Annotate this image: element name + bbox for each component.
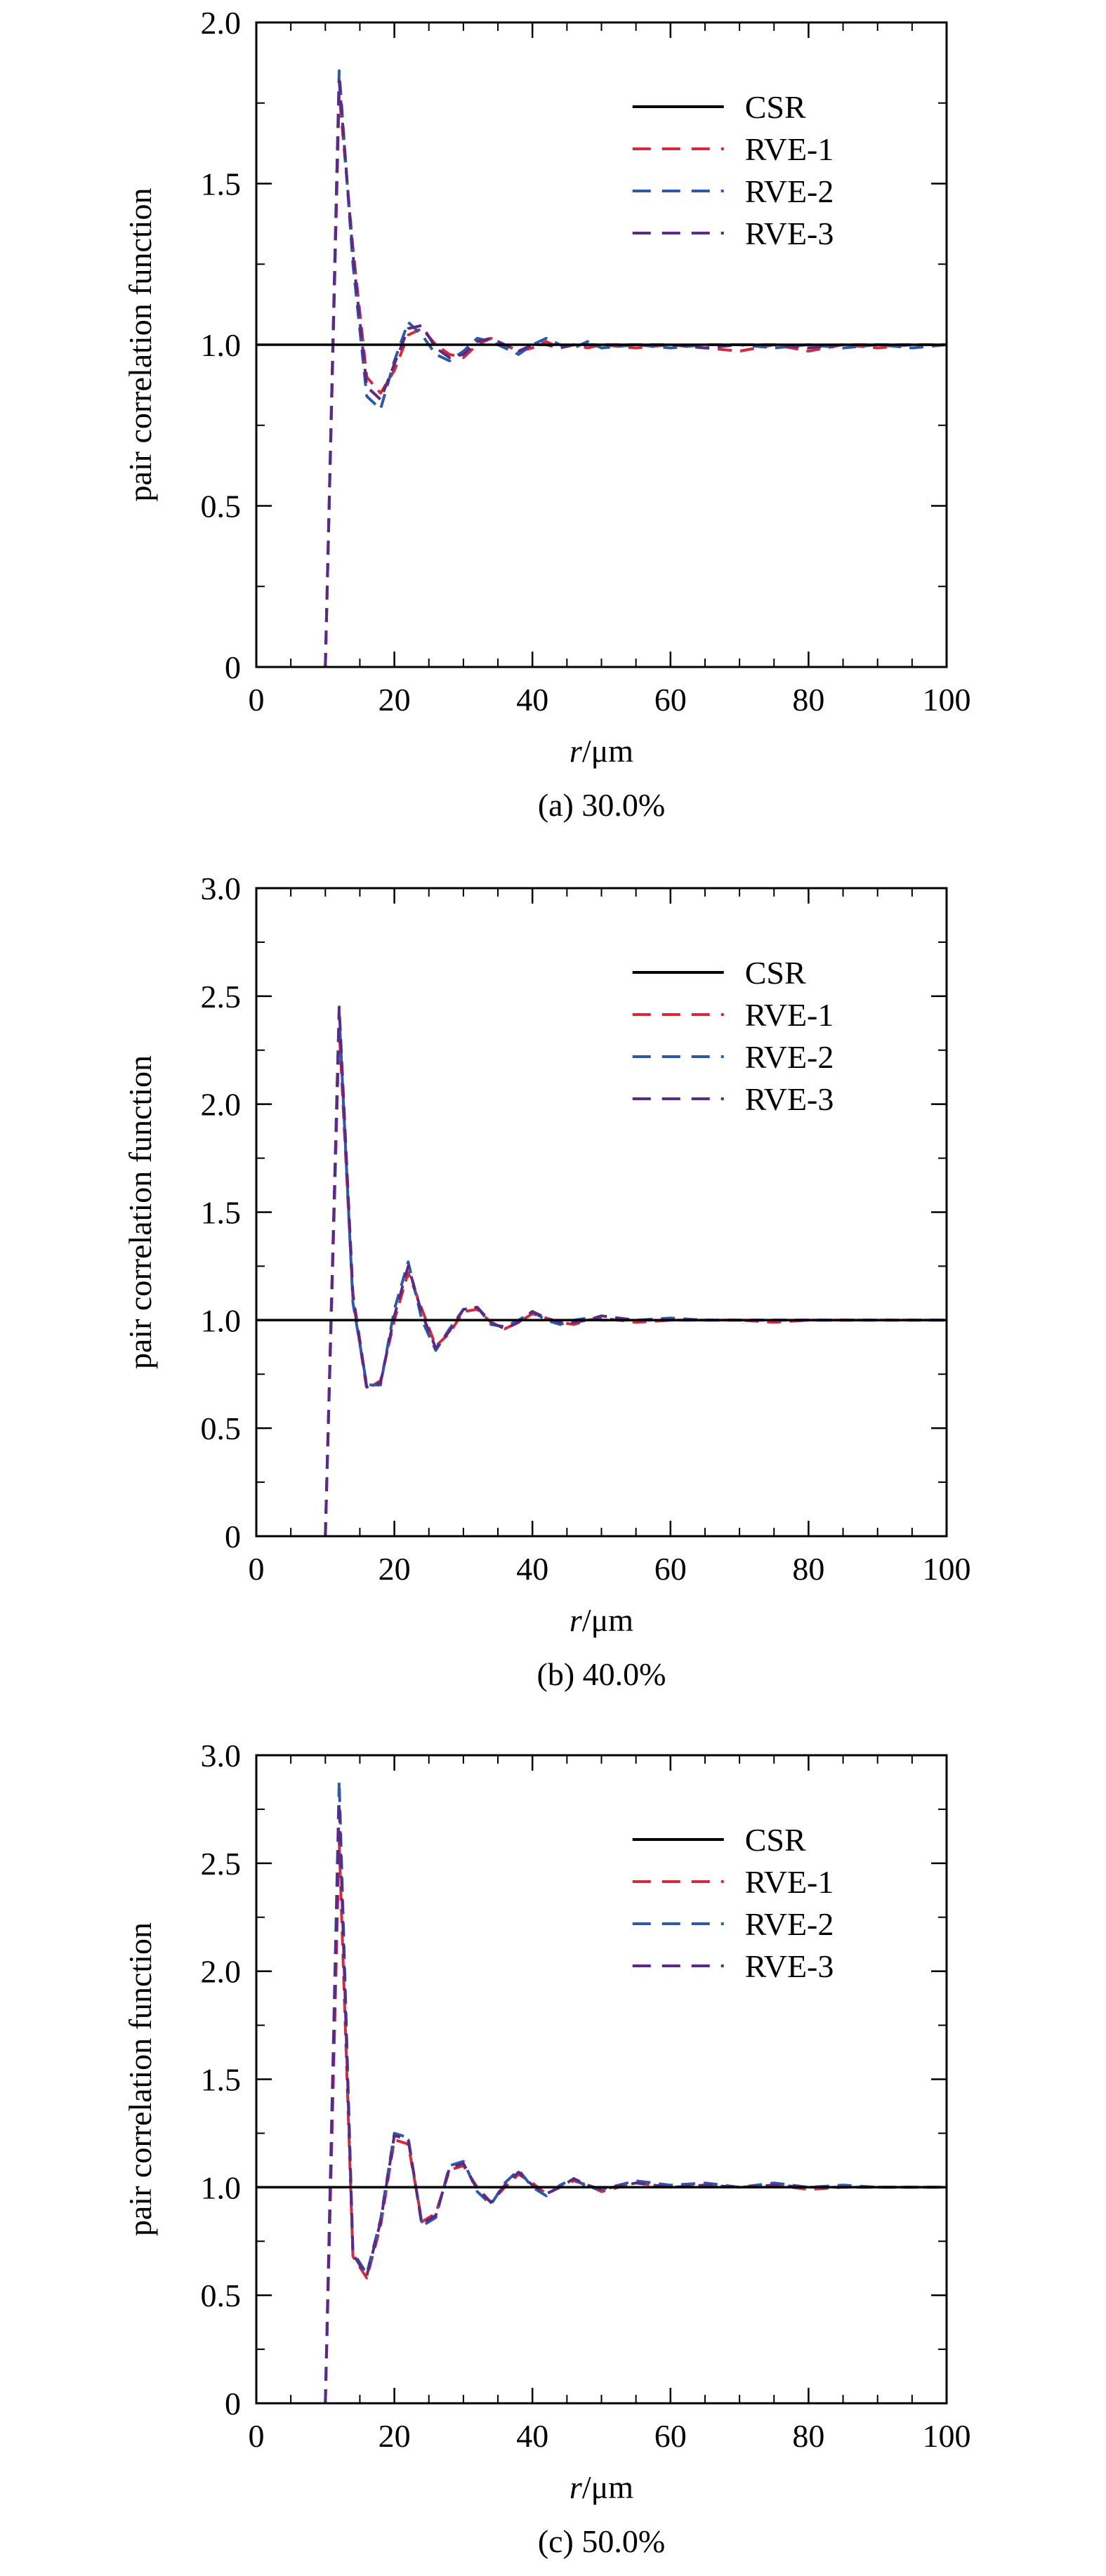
legend-label-csr: CSR: [745, 1822, 806, 1858]
x-tick-label: 0: [249, 682, 265, 718]
chart-3: 0 20 40 60 80 100 0 0.5 1.0 1.5 2.0 2.5 3.0 CSR RVE-1 R…: [122, 1738, 971, 2559]
x-tick-label: 40: [516, 682, 548, 718]
y-tick-label: 2.5: [201, 1846, 242, 1882]
y-tick-label: 3.0: [201, 1738, 242, 1774]
x-tick-label: 60: [654, 1551, 687, 1587]
y-tick-label: 2.5: [201, 979, 242, 1015]
plot-area: [256, 69, 947, 667]
y-tick-label: 0: [225, 649, 241, 685]
y-tick-label: 1.0: [201, 2169, 242, 2205]
y-tick-label: 1.0: [201, 1302, 242, 1338]
x-tick-label: 100: [923, 2418, 971, 2454]
y-tick-label: 0.5: [201, 489, 242, 524]
y-tick-label: 1.5: [201, 166, 242, 202]
x-tick-label: 100: [923, 682, 971, 718]
x-tick-label: 60: [654, 2418, 687, 2454]
y-tick-label: 2.0: [201, 1087, 242, 1123]
plot-area: [256, 1779, 947, 2403]
legend-label-rve-2: RVE-2: [745, 1906, 834, 1942]
x-axis: 0 20 40 60 80 100: [249, 1755, 971, 2454]
legend-label-rve-1: RVE-1: [745, 997, 834, 1033]
legend-label-csr: CSR: [745, 955, 806, 991]
y-tick-label: 2.0: [201, 5, 242, 41]
legend-label-csr: CSR: [745, 89, 806, 125]
legend-label-rve-2: RVE-2: [745, 173, 834, 209]
chart-1: 0 20 40 60 80 100 0 0.5 1.0 1.5 2.0 CSR RVE-1 RVE-2 RV…: [122, 5, 971, 823]
chart-caption: (a) 30.0%: [538, 787, 665, 823]
y-tick-label: 0: [225, 1519, 241, 1554]
y-tick-label: 1.0: [201, 327, 242, 363]
chart-2: 0 20 40 60 80 100 0 0.5 1.0 1.5 2.0 2.5 3.0 CSR RVE-1 R…: [122, 871, 971, 1692]
legend-label-rve-2: RVE-2: [745, 1039, 834, 1075]
x-tick-label: 40: [516, 1551, 548, 1587]
x-tick-label: 20: [378, 1551, 411, 1587]
x-tick-label: 20: [378, 2418, 411, 2454]
x-axis-title: r/μm: [570, 2469, 633, 2505]
x-tick-label: 0: [249, 1551, 265, 1587]
y-axis-title: pair correlation function: [122, 1055, 158, 1369]
y-axis-title: pair correlation function: [122, 187, 158, 501]
x-axis-title: r/μm: [570, 733, 633, 769]
series-line-rve-3: [324, 1801, 947, 2403]
x-tick-label: 80: [792, 682, 824, 718]
y-axis-title: pair correlation function: [122, 1922, 158, 2236]
plot-area: [256, 1005, 947, 1536]
series-line-rve-2: [324, 1779, 947, 2403]
legend-label-rve-1: RVE-1: [745, 131, 834, 167]
y-tick-label: 0: [225, 2386, 241, 2422]
x-axis: 0 20 40 60 80 100: [249, 888, 971, 1587]
x-tick-label: 0: [249, 2418, 265, 2454]
x-tick-label: 40: [516, 2418, 548, 2454]
x-tick-label: 100: [923, 1551, 971, 1587]
chart-caption: (c) 50.0%: [538, 2523, 665, 2559]
legend-label-rve-3: RVE-3: [745, 1948, 834, 1984]
x-axis-title: r/μm: [570, 1602, 633, 1638]
legend: CSR RVE-1 RVE-2 RVE-3: [632, 89, 834, 251]
y-tick-label: 2.0: [201, 1954, 242, 1990]
chart-caption: (b) 40.0%: [537, 1656, 666, 1692]
x-tick-label: 80: [792, 2418, 824, 2454]
x-tick-label: 60: [654, 682, 687, 718]
legend-label-rve-3: RVE-3: [745, 216, 834, 251]
x-axis: 0 20 40 60 80 100: [249, 22, 971, 718]
y-tick-label: 0.5: [201, 2278, 242, 2313]
x-tick-label: 80: [792, 1551, 824, 1587]
y-axis: 0 0.5 1.0 1.5 2.0: [201, 5, 947, 685]
legend-label-rve-3: RVE-3: [745, 1081, 834, 1117]
legend: CSR RVE-1 RVE-2 RVE-3: [632, 1822, 834, 1984]
x-tick-label: 20: [378, 682, 411, 718]
legend: CSR RVE-1 RVE-2 RVE-3: [632, 955, 834, 1117]
y-tick-label: 1.5: [201, 1195, 242, 1231]
y-tick-label: 0.5: [201, 1411, 242, 1446]
plot-frame: [255, 1754, 948, 2405]
legend-label-rve-1: RVE-1: [745, 1864, 834, 1900]
y-tick-label: 1.5: [201, 2062, 242, 2098]
plot-frame: [255, 887, 948, 1538]
plot-frame: [255, 21, 948, 668]
y-tick-label: 3.0: [201, 871, 242, 906]
